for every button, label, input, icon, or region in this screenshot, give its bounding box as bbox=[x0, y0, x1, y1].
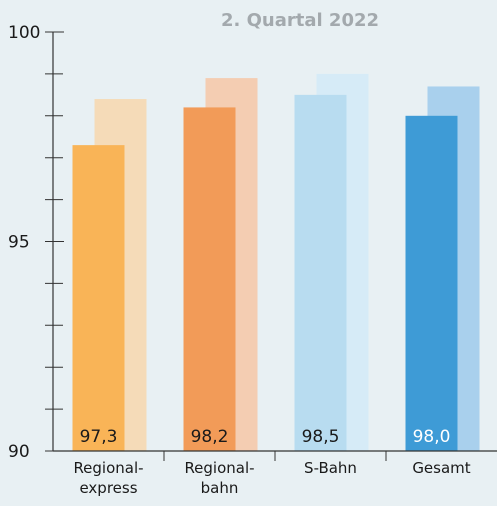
y-tick-label: 90 bbox=[8, 442, 30, 462]
front-bar bbox=[405, 115, 458, 452]
front-bar bbox=[294, 94, 347, 451]
axes bbox=[45, 31, 497, 461]
x-tick-label: S-Bahn bbox=[304, 459, 357, 477]
bar-value-label: 98,5 bbox=[302, 427, 340, 447]
bar-value-label: 98,2 bbox=[191, 427, 229, 447]
x-tick-label: Regional- bbox=[184, 459, 254, 477]
data-labels: 97,3 98,2 98,5 98,0 bbox=[80, 427, 451, 447]
x-tick-label: bahn bbox=[201, 479, 239, 497]
foreground-bars bbox=[72, 94, 458, 452]
y-tick-labels: 100 95 90 bbox=[8, 23, 40, 462]
x-tick-label: Gesamt bbox=[412, 459, 470, 477]
bar-value-label: 98,0 bbox=[413, 427, 451, 447]
x-tick-labels: Regional-express Regional-bahn S-Bahn Gesam… bbox=[73, 459, 470, 497]
y-tick-label: 100 bbox=[8, 23, 40, 43]
front-bar bbox=[183, 107, 236, 452]
front-bar bbox=[72, 145, 125, 451]
x-tick-label: Regional- bbox=[73, 459, 143, 477]
bar-value-label: 97,3 bbox=[80, 427, 118, 447]
chart-subtitle: 2. Quartal 2022 bbox=[221, 10, 379, 31]
x-tick-label: express bbox=[79, 479, 137, 497]
y-tick-label: 95 bbox=[8, 233, 30, 253]
